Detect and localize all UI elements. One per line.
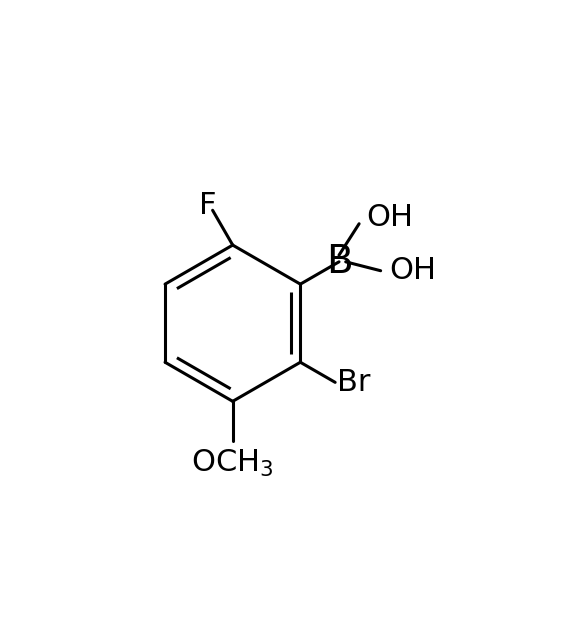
Text: Br: Br xyxy=(338,368,371,397)
Text: OH: OH xyxy=(366,203,413,232)
Text: F: F xyxy=(199,191,216,220)
Text: B: B xyxy=(325,243,353,281)
Text: OH: OH xyxy=(389,256,437,285)
Text: OCH$_3$: OCH$_3$ xyxy=(191,448,274,479)
